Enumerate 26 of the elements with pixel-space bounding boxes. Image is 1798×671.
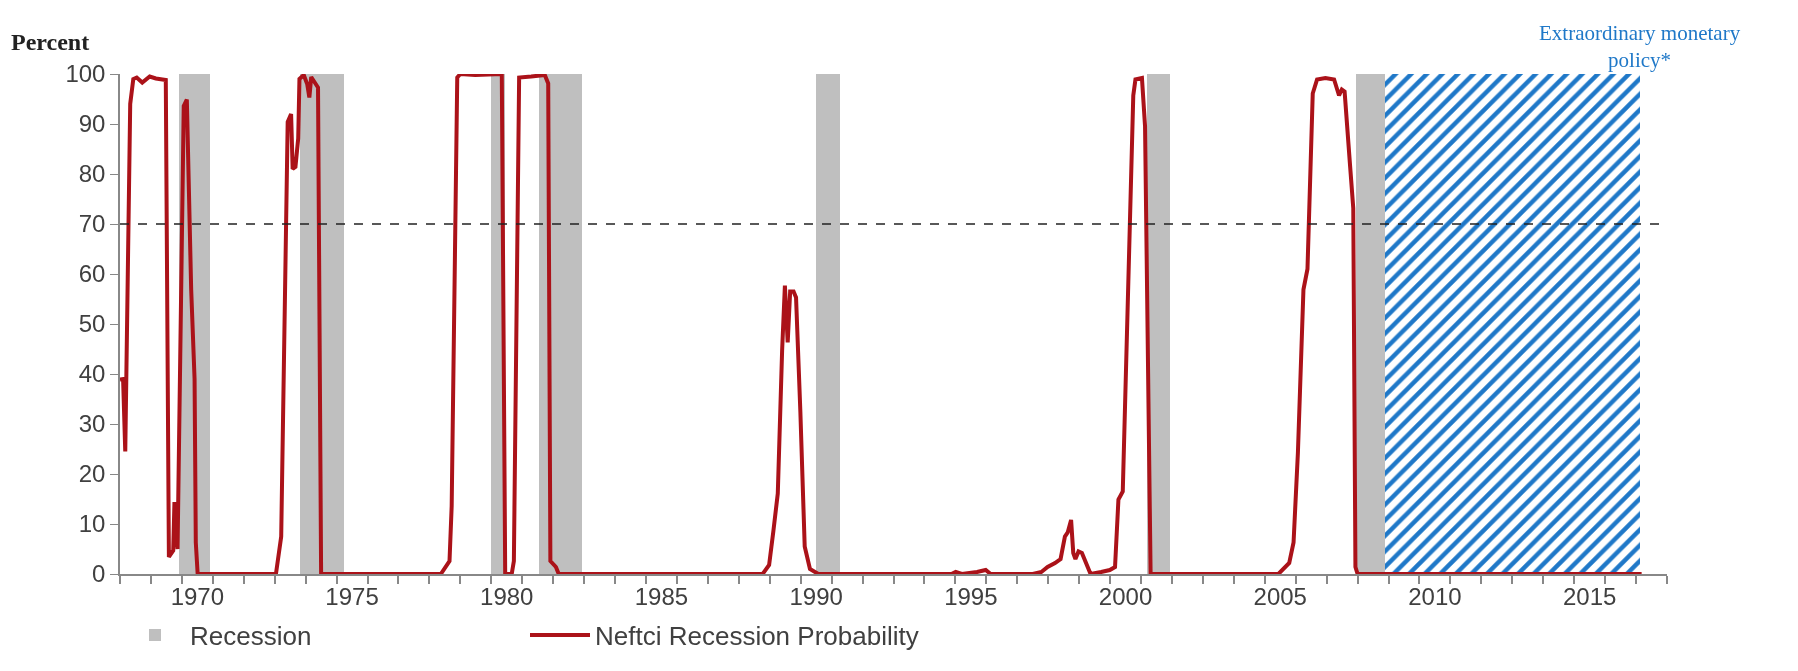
legend-label: Recession [190, 621, 312, 652]
y-tick-label: 0 [92, 560, 106, 588]
x-tick-label: 2010 [1408, 582, 1462, 610]
x-tick-label: 2015 [1562, 582, 1617, 610]
x-tick-label: 1980 [480, 582, 534, 610]
y-tick-label: 30 [78, 410, 106, 438]
x-tick-label: 1970 [170, 582, 225, 610]
y-tick-label: 60 [78, 260, 106, 288]
x-tick-label: 1995 [944, 582, 998, 610]
y-tick-label: 40 [78, 360, 106, 388]
x-tick-label: 2000 [1098, 582, 1153, 610]
x-tick-label: 2005 [1253, 582, 1307, 610]
y-tick-label: 80 [78, 160, 106, 188]
line-series [120, 74, 1644, 574]
y-tick-label: 90 [78, 110, 106, 138]
y-tick-label: 100 [65, 60, 106, 88]
y-axis-title: Percent [11, 29, 90, 55]
y-tick-label: 70 [78, 210, 106, 238]
x-tick-label: 1985 [634, 582, 689, 610]
x-tick-label: 1990 [789, 582, 843, 610]
y-tick-label: 20 [78, 460, 106, 488]
band-label: Extraordinary monetary policy* [1539, 21, 1741, 73]
y-tick-label: 10 [78, 510, 106, 538]
x-tick-label: 1975 [325, 582, 379, 610]
y-tick-label: 50 [78, 310, 106, 338]
legend-label: Neftci Recession Probability [595, 621, 919, 652]
